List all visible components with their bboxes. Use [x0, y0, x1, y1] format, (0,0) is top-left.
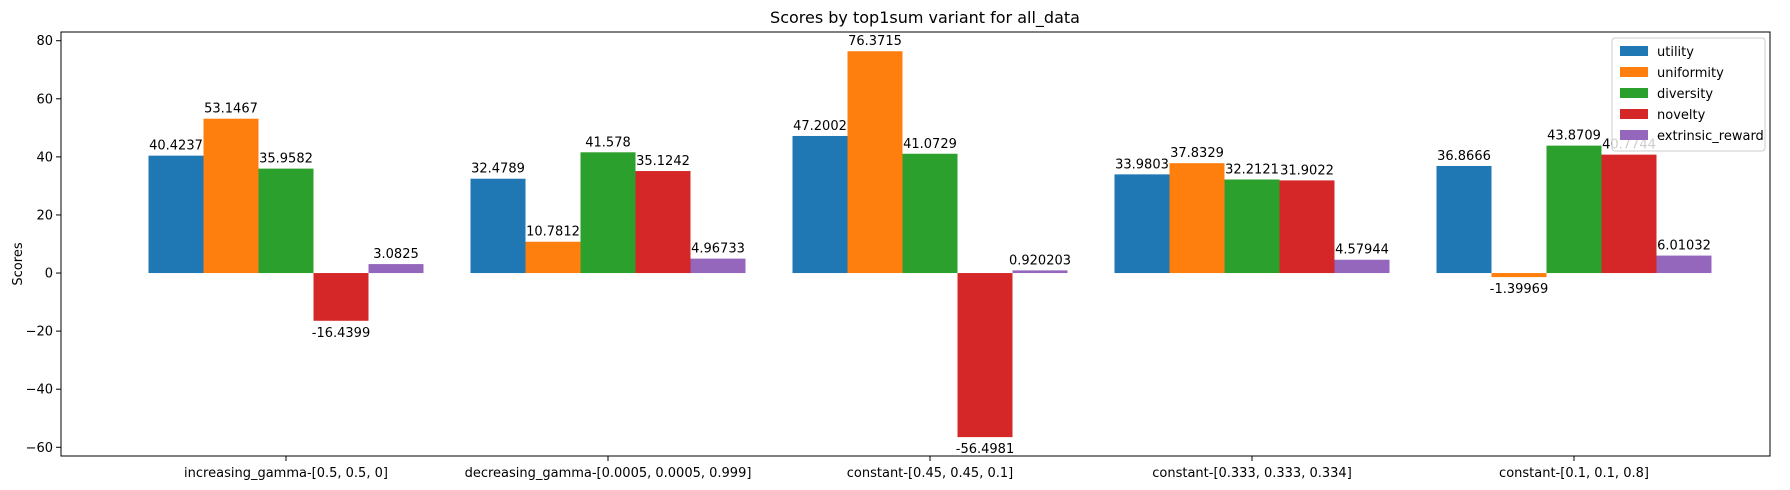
bar-uniformity-2 — [847, 51, 903, 274]
x-tick-label: constant-[0.333, 0.333, 0.334] — [1152, 466, 1352, 481]
bar-novelty-0 — [313, 273, 369, 321]
legend-swatch-uniformity — [1620, 67, 1648, 77]
bar-value-label: 40.4237 — [149, 139, 203, 154]
bar-value-label: 0.920203 — [1009, 253, 1071, 268]
bar-value-label: 33.9803 — [1115, 157, 1169, 172]
legend-label-diversity: diversity — [1657, 87, 1713, 102]
bar-diversity-4 — [1546, 145, 1602, 274]
plot-frame — [60, 31, 1771, 457]
legend-label-uniformity: uniformity — [1657, 66, 1724, 81]
bar-value-label: 36.8666 — [1437, 149, 1491, 164]
x-tick-label: decreasing_gamma-[0.0005, 0.0005, 0.999] — [465, 466, 752, 481]
legend-label-novelty: novelty — [1657, 108, 1706, 123]
legend-swatch-novelty — [1620, 109, 1648, 119]
bar-value-label: 41.578 — [585, 135, 631, 150]
chart-title: Scores by top1sum variant for all_data — [770, 8, 1080, 28]
legend-label-extrinsic_reward: extrinsic_reward — [1657, 129, 1764, 144]
bar-extrinsic_reward-3 — [1334, 259, 1390, 274]
legend-swatch-extrinsic_reward — [1620, 130, 1648, 140]
bar-novelty-3 — [1279, 180, 1335, 274]
y-tick-label: −20 — [26, 325, 53, 340]
bar-value-label: 32.2121 — [1225, 162, 1279, 177]
bar-uniformity-4 — [1491, 273, 1547, 278]
bar-extrinsic_reward-0 — [368, 264, 424, 274]
bar-extrinsic_reward-1 — [690, 258, 746, 274]
bar-value-label: 76.3715 — [848, 34, 902, 49]
y-tick-label: 40 — [36, 150, 53, 165]
legend-swatch-utility — [1620, 46, 1648, 56]
bar-value-label: -1.39969 — [1490, 282, 1548, 297]
bar-value-label: 47.2002 — [793, 119, 847, 134]
bar-value-label: 41.0729 — [903, 137, 957, 152]
bar-value-label: 4.96733 — [691, 242, 745, 257]
legend: utility uniformity diversity novelty extrins… — [1611, 37, 1766, 152]
y-axis-label: Scores — [11, 242, 26, 285]
bar-diversity-3 — [1224, 179, 1280, 274]
x-tick-label: increasing_gamma-[0.5, 0.5, 0] — [184, 466, 388, 481]
bar-value-label: 10.7812 — [526, 225, 580, 240]
bar-value-label: 32.4789 — [471, 162, 525, 177]
plot-area: −60 −40 −20 0 20 40 60 80 40.4237 32.4789 47.2002 3… — [26, 31, 1771, 481]
bar-value-label: 3.0825 — [373, 247, 419, 262]
bar-extrinsic_reward-4 — [1656, 255, 1712, 274]
legend-swatch-diversity — [1620, 88, 1648, 98]
y-tick-label: −40 — [26, 383, 53, 398]
y-tick-label: 20 — [36, 208, 53, 223]
bar-value-label: 4.57944 — [1335, 243, 1389, 258]
y-tick-label: 0 — [45, 267, 53, 282]
bar-uniformity-0 — [203, 118, 259, 274]
bar-utility-0 — [148, 155, 204, 274]
bar-value-label: 35.1242 — [636, 154, 690, 169]
bar-utility-2 — [792, 135, 848, 274]
bar-value-label: -56.4981 — [956, 442, 1014, 457]
bar-value-label: 31.9022 — [1280, 163, 1334, 178]
y-tick-label: 80 — [36, 34, 53, 49]
bar-diversity-0 — [258, 168, 314, 274]
bar-value-label: 53.1467 — [204, 102, 258, 117]
bar-value-label: 43.8709 — [1547, 129, 1601, 144]
bar-novelty-1 — [635, 171, 691, 274]
bar-value-label: 35.9582 — [259, 152, 313, 167]
bar-diversity-2 — [902, 153, 958, 274]
bar-novelty-2 — [957, 273, 1013, 438]
y-tick-label: 60 — [36, 92, 53, 107]
bar-uniformity-1 — [525, 241, 581, 274]
bar-novelty-4 — [1601, 154, 1657, 274]
bar-uniformity-3 — [1169, 163, 1225, 274]
bar-utility-4 — [1436, 165, 1492, 274]
bar-value-label: 37.8329 — [1170, 146, 1224, 161]
bar-value-label: 6.01032 — [1657, 239, 1711, 254]
y-tick-label: −60 — [26, 441, 53, 456]
bar-value-label: -16.4399 — [312, 326, 370, 341]
x-tick-label: constant-[0.45, 0.45, 0.1] — [847, 466, 1013, 481]
bar-diversity-1 — [580, 152, 636, 274]
legend-label-utility: utility — [1657, 45, 1694, 60]
bar-utility-3 — [1114, 174, 1170, 274]
bar-extrinsic_reward-2 — [1012, 270, 1068, 274]
legend-box — [1611, 37, 1766, 152]
bar-utility-1 — [470, 178, 526, 274]
x-tick-label: constant-[0.1, 0.1, 0.8] — [1499, 466, 1649, 481]
